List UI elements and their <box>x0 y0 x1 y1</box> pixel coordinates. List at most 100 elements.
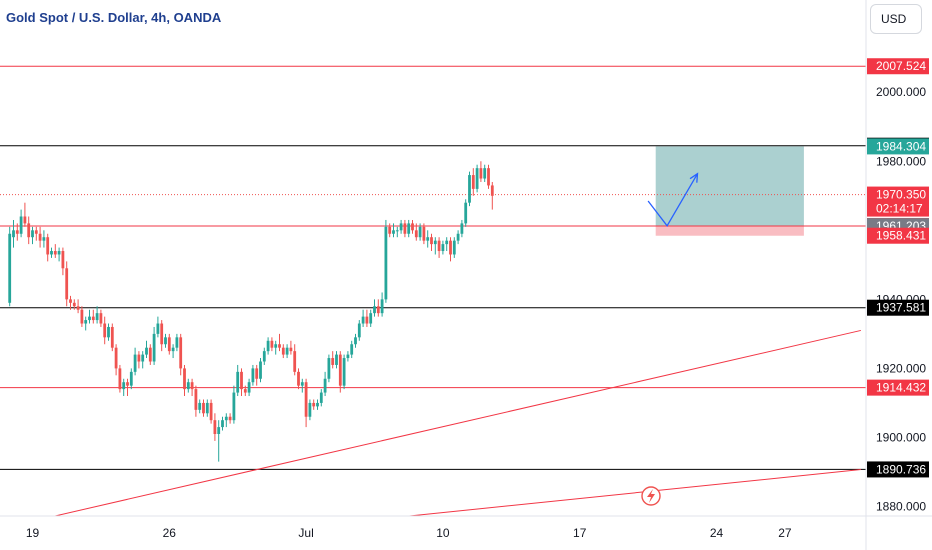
candle-body <box>304 382 308 417</box>
candle-body <box>129 371 133 386</box>
candle-body <box>490 185 494 196</box>
candle <box>266 337 270 355</box>
candle <box>274 340 278 355</box>
price-label-text: 1984.304 <box>876 139 926 153</box>
candle <box>137 351 141 369</box>
candle-body <box>118 368 122 390</box>
candle <box>72 299 76 310</box>
price-label-bg <box>867 461 929 478</box>
candle <box>281 344 285 359</box>
candle-body <box>8 233 12 303</box>
candle-body <box>247 382 251 393</box>
x-tick-label: 17 <box>573 526 587 540</box>
candle-body <box>23 216 27 224</box>
candle <box>247 378 251 397</box>
candle-body <box>338 354 342 386</box>
candle <box>61 247 65 276</box>
candle <box>221 416 224 431</box>
x-tick-label: 24 <box>710 526 724 540</box>
candle <box>411 219 414 234</box>
candle-body <box>388 226 392 234</box>
candle <box>209 399 213 424</box>
candle <box>186 378 190 393</box>
candle-body <box>270 340 274 348</box>
candle <box>278 333 281 352</box>
candle-body <box>61 251 65 269</box>
candle-body <box>31 230 34 238</box>
candle <box>395 226 399 238</box>
candle <box>202 399 205 417</box>
candle-body <box>236 371 240 393</box>
candle-body <box>12 230 15 238</box>
candle <box>232 385 236 424</box>
candle <box>449 237 452 262</box>
y-tick-label: 1980.000 <box>876 154 926 168</box>
y-tick-label: 1880.000 <box>876 500 926 514</box>
candle <box>456 230 460 245</box>
candle-body <box>148 347 152 362</box>
candle <box>42 230 46 248</box>
candle <box>369 309 373 327</box>
candle <box>285 344 289 359</box>
candle <box>217 420 221 462</box>
trendline <box>404 469 861 516</box>
candle <box>422 223 426 245</box>
candle <box>205 399 209 417</box>
candle <box>308 399 312 421</box>
candle-body <box>91 316 95 321</box>
candle <box>373 299 376 317</box>
candle-body <box>259 361 262 379</box>
candle-body <box>179 337 183 369</box>
candle <box>414 223 418 241</box>
candle-body <box>84 320 88 324</box>
candle <box>126 378 129 397</box>
candle <box>27 216 31 245</box>
price-label-text: 1890.736 <box>876 462 926 476</box>
target-zone <box>655 146 804 226</box>
candle-body <box>99 313 103 324</box>
candle <box>95 306 99 324</box>
price-label-text: 1958.431 <box>876 229 926 243</box>
candle <box>236 364 240 397</box>
price-label: 1937.581 <box>867 299 929 316</box>
candle-body <box>479 168 483 179</box>
candle-body <box>156 323 160 334</box>
price-label-bg <box>867 186 929 217</box>
candle-body <box>274 344 278 348</box>
candle-body <box>171 347 175 352</box>
candle-body <box>395 230 399 232</box>
candle <box>251 364 255 386</box>
candle-body <box>255 368 259 379</box>
candle-body <box>243 389 247 393</box>
price-label: 1890.736 <box>867 461 929 478</box>
candle-body <box>312 402 316 407</box>
candle-body <box>373 306 376 314</box>
candle <box>19 209 23 238</box>
candle <box>88 309 91 324</box>
candle <box>460 219 464 238</box>
currency-button[interactable]: USD <box>870 4 922 34</box>
x-tick-label: Jul <box>298 526 313 540</box>
price-label-text: 1937.581 <box>876 301 926 315</box>
x-tick-label: 10 <box>436 526 450 540</box>
candle-body <box>399 223 403 231</box>
price-label-bg <box>867 379 929 396</box>
candle <box>304 378 308 428</box>
candle <box>15 223 19 241</box>
price-label-text: 1970.350 <box>876 188 926 202</box>
candle-body <box>460 223 464 234</box>
candle-body <box>133 354 137 372</box>
candle <box>118 364 122 393</box>
candle <box>430 233 433 252</box>
candle <box>107 323 110 341</box>
candle <box>243 385 247 397</box>
candle-body <box>46 237 50 255</box>
candle-body <box>369 313 373 324</box>
candle <box>426 230 430 248</box>
candle <box>407 219 411 238</box>
candle <box>38 226 42 248</box>
candle-body <box>65 268 69 300</box>
candle <box>452 237 456 258</box>
candle <box>160 320 164 352</box>
